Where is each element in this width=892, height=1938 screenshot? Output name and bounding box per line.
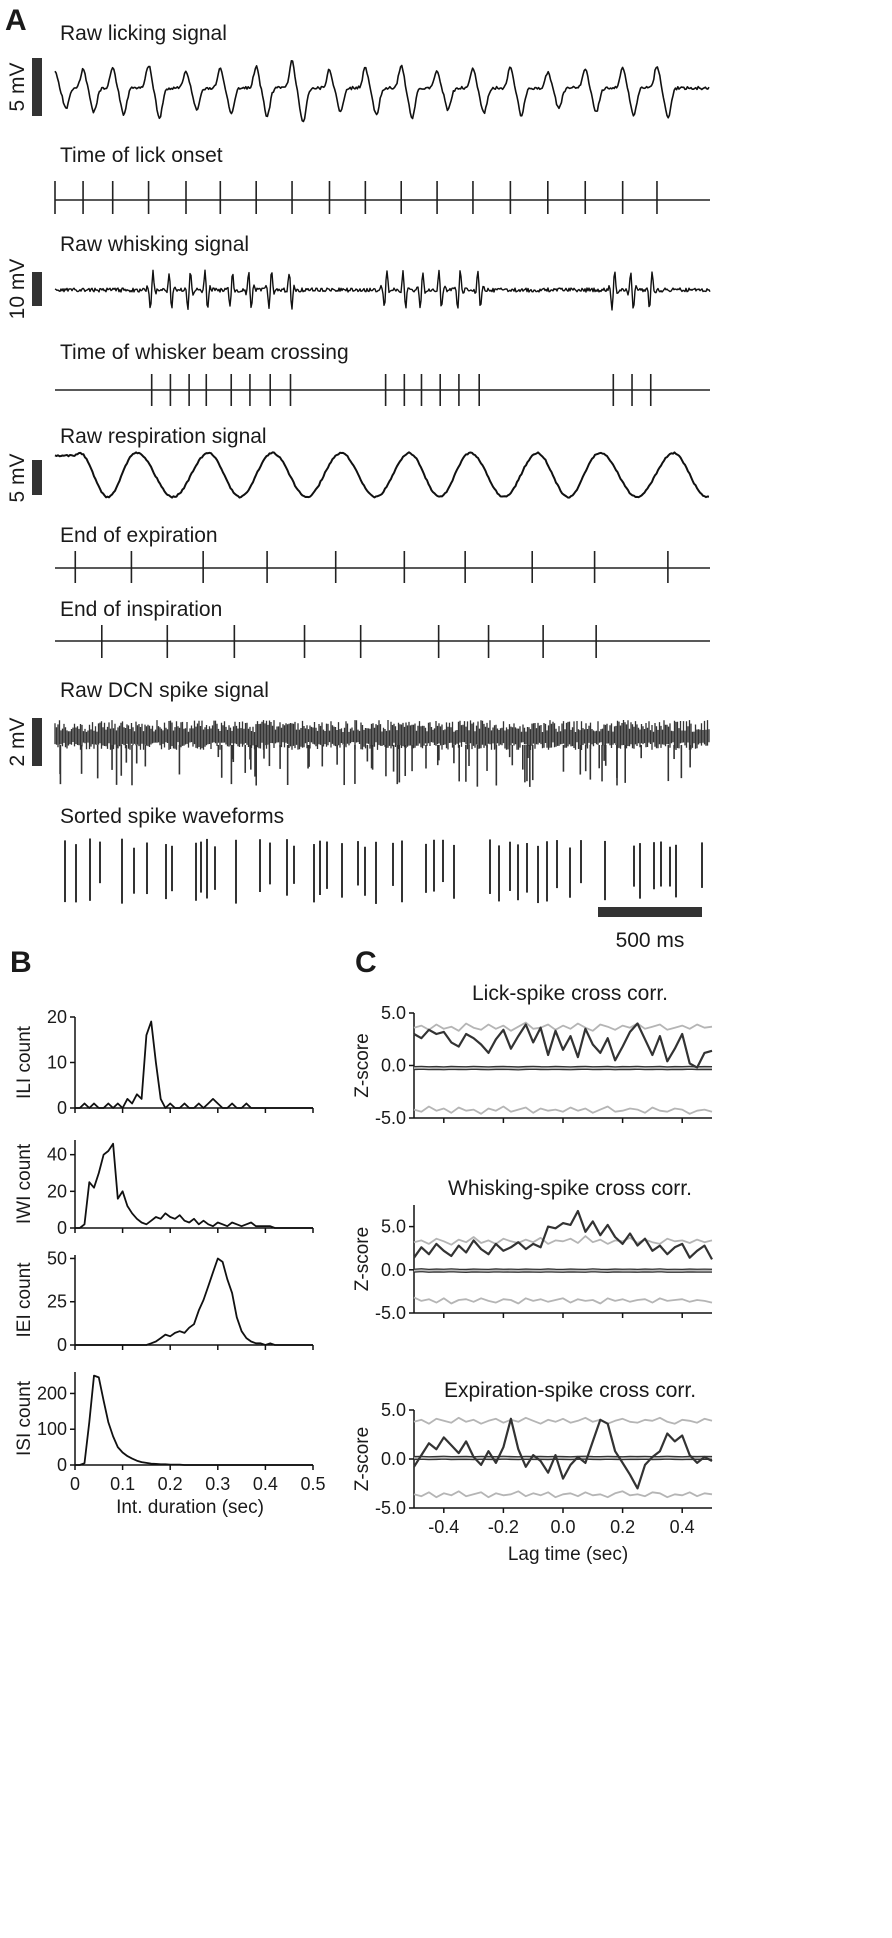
y-tick-label: 0.0 (381, 1449, 406, 1469)
x-tick-label: 0.4 (253, 1474, 278, 1494)
trace-title: End of inspiration (60, 598, 222, 621)
baseline-band-fill (413, 1269, 713, 1272)
histogram-2 (70, 1255, 314, 1350)
y-axis-label: Z-score (352, 1033, 373, 1097)
y-tick-label: 5.0 (381, 1217, 406, 1237)
scale-bar (32, 460, 42, 495)
crosscorr-line (413, 1022, 713, 1069)
event-row (54, 181, 710, 214)
y-axis-label: ISI count (14, 1380, 35, 1456)
confidence-bound (413, 1105, 713, 1115)
trace-title: Raw respiration signal (60, 425, 267, 448)
event-row (55, 625, 710, 658)
x-tick-label: 0.5 (300, 1474, 325, 1494)
scale-bar (32, 58, 42, 116)
crosscorr-4 (409, 1012, 713, 1123)
trace-title: Time of lick onset (60, 144, 223, 167)
y-tick-label: 5.0 (381, 1400, 406, 1420)
y-axis-label: Z-score (352, 1427, 373, 1491)
time-scale-bar (598, 907, 702, 917)
y-tick-label: 0.0 (381, 1260, 406, 1280)
baseline-band-fill (413, 1456, 713, 1459)
raw-whisking-trace (54, 269, 711, 311)
confidence-bound (413, 1235, 713, 1246)
x-tick-label: 0.0 (550, 1517, 575, 1537)
y-tick-label: -5.0 (375, 1108, 406, 1128)
crosscorr-6 (409, 1409, 713, 1513)
trace-title: End of expiration (60, 524, 218, 547)
panel-b-label: B (10, 946, 32, 979)
x-tick-label: -0.2 (488, 1517, 519, 1537)
y-tick-label: 0 (57, 1455, 67, 1475)
histogram-0 (70, 1016, 314, 1113)
histogram-line (75, 1020, 313, 1109)
y-tick-label: 20 (47, 1007, 67, 1027)
crosscorr-line (413, 1209, 713, 1260)
event-row (55, 374, 710, 406)
confidence-bound (413, 1296, 713, 1305)
y-tick-label: 0 (57, 1335, 67, 1355)
confidence-bound (413, 1416, 713, 1425)
raw-respiration-trace (54, 451, 710, 499)
confidence-bound (413, 1490, 713, 1499)
y-tick-label: 0 (57, 1098, 67, 1118)
y-tick-label: 100 (37, 1419, 67, 1439)
y-axis-label: IWI count (14, 1143, 35, 1224)
x-tick-label: 0.1 (110, 1474, 135, 1494)
trace-title: Raw whisking signal (60, 233, 249, 256)
y-tick-label: -5.0 (375, 1303, 406, 1323)
x-tick-label: 0.2 (158, 1474, 183, 1494)
histogram-line (75, 1257, 313, 1346)
y-axis-label: Z-score (352, 1227, 373, 1291)
time-scale-label: 500 ms (616, 929, 685, 952)
y-axis-label: ILI count (14, 1025, 35, 1099)
x-tick-label: 0 (70, 1474, 80, 1494)
trace-title: Sorted spike waveforms (60, 805, 284, 828)
raw-spike-noise (54, 720, 710, 750)
scale-bar-label: 5 mV (6, 453, 29, 502)
histogram-line (75, 1142, 313, 1229)
y-tick-label: 50 (47, 1248, 67, 1268)
trace-title: Raw DCN spike signal (60, 679, 269, 702)
raw-licking-trace (54, 60, 710, 123)
y-tick-label: 0 (57, 1218, 67, 1238)
trace-title: Time of whisker beam crossing (60, 341, 349, 364)
x-tick-label: 0.2 (610, 1517, 635, 1537)
histogram-line (75, 1374, 313, 1466)
baseline-band-fill (413, 1067, 713, 1070)
y-axis-label: IEI count (14, 1262, 35, 1338)
histogram-3 (70, 1372, 314, 1470)
y-tick-label: 10 (47, 1053, 67, 1073)
x-tick-label: -0.4 (428, 1517, 459, 1537)
x-tick-label: 0.4 (670, 1517, 695, 1537)
y-tick-label: 5.0 (381, 1003, 406, 1023)
x-axis-label: Lag time (sec) (508, 1544, 628, 1565)
scale-bar-label: 10 mV (6, 259, 29, 320)
subplot-title: Lick-spike cross corr. (472, 982, 668, 1005)
x-axis-label: Int. duration (sec) (116, 1497, 264, 1518)
scale-bar-label: 5 mV (6, 62, 29, 111)
confidence-bound (413, 1021, 713, 1032)
event-row (55, 551, 710, 583)
subplot-title: Expiration-spike cross corr. (444, 1379, 696, 1402)
y-tick-label: 20 (47, 1181, 67, 1201)
scale-bar (32, 272, 42, 306)
crosscorr-5 (409, 1205, 713, 1318)
y-tick-label: 40 (47, 1145, 67, 1165)
trace-title: Raw licking signal (60, 22, 227, 45)
panel-c-label: C (355, 946, 377, 979)
crosscorr-line (413, 1417, 713, 1490)
panel-a-label: A (5, 4, 27, 37)
y-tick-label: -5.0 (375, 1498, 406, 1518)
y-tick-label: 0.0 (381, 1056, 406, 1076)
scale-bar-label: 2 mV (6, 717, 29, 766)
x-tick-label: 0.3 (205, 1474, 230, 1494)
scale-bar (32, 718, 42, 766)
histogram-1 (70, 1140, 314, 1233)
y-tick-label: 200 (37, 1383, 67, 1403)
subplot-title: Whisking-spike cross corr. (448, 1177, 692, 1200)
y-tick-label: 25 (47, 1292, 67, 1312)
